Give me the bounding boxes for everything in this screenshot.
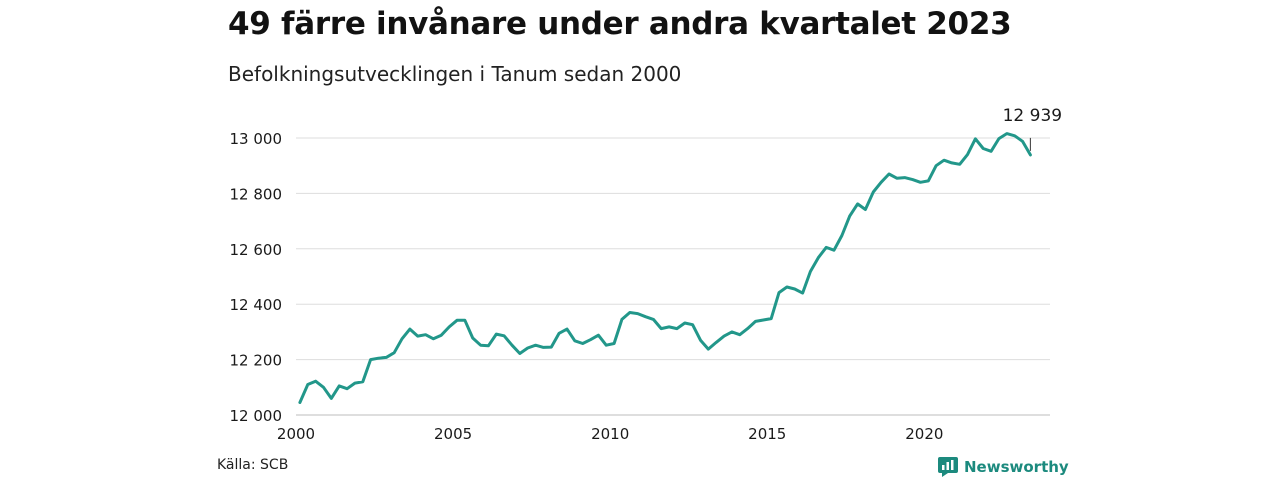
annotation-label: 12 939 [1003,106,1062,126]
x-tick-label: 2015 [748,425,786,443]
chart-subtitle: Befolkningsutvecklingen i Tanum sedan 20… [228,62,682,86]
y-axis-ticks: 12 000 12 200 12 400 12 600 12 800 13 000 [230,130,283,425]
source-note: Källa: SCB [217,457,289,473]
y-tick-label: 12 400 [230,296,283,314]
population-line [298,132,1032,404]
y-tick-label: 12 200 [230,352,283,370]
x-tick-label: 2000 [277,425,315,443]
x-tick-label: 2020 [905,425,943,443]
x-axis-ticks: 2000 2005 2010 2015 2020 [277,425,944,443]
brand-logo: Newsworthy [938,456,1069,478]
y-tick-label: 13 000 [230,130,283,148]
x-tick-label: 2010 [591,425,629,443]
y-tick-label: 12 800 [230,185,283,203]
gridlines [296,137,1050,361]
y-tick-label: 12 600 [230,241,283,259]
chart-title: 49 färre invånare under andra kvartalet … [228,6,1012,42]
x-tick-label: 2005 [434,425,472,443]
newsworthy-logo-icon [938,457,958,477]
y-tick-label: 12 000 [230,407,283,425]
brand-name: Newsworthy [964,458,1069,476]
